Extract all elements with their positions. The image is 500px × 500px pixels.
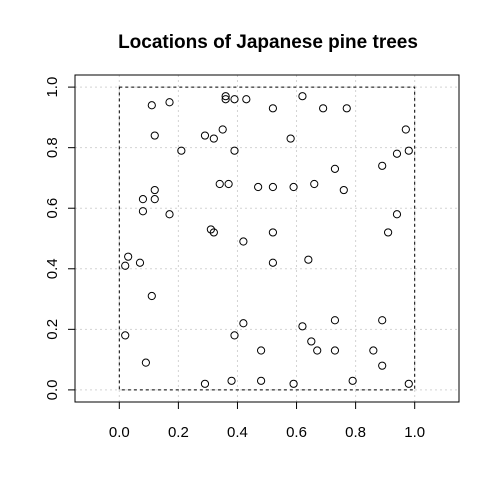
x-tick-label-3: 0.6 bbox=[286, 424, 307, 441]
y-tick-label-4: 0.8 bbox=[44, 137, 61, 158]
data-point-62 bbox=[298, 92, 307, 101]
observation-window bbox=[118, 86, 416, 391]
data-point-0 bbox=[141, 358, 150, 367]
data-point-2 bbox=[227, 376, 236, 385]
data-point-25 bbox=[150, 195, 159, 204]
data-point-48 bbox=[150, 131, 159, 140]
data-point-1 bbox=[200, 379, 210, 388]
data-point-61 bbox=[268, 104, 278, 113]
data-point-44 bbox=[378, 161, 387, 170]
data-point-63 bbox=[319, 104, 328, 113]
data-point-35 bbox=[392, 210, 402, 219]
data-point-41 bbox=[310, 179, 319, 189]
data-point-37 bbox=[224, 179, 233, 189]
data-point-14 bbox=[369, 346, 378, 355]
data-point-34 bbox=[384, 228, 393, 237]
data-point-9 bbox=[307, 337, 316, 346]
x-tick-label-4: 0.8 bbox=[345, 424, 366, 441]
data-point-28 bbox=[206, 225, 215, 234]
data-point-59 bbox=[230, 95, 239, 104]
data-point-53 bbox=[230, 146, 239, 155]
data-point-18 bbox=[121, 331, 130, 340]
data-point-23 bbox=[138, 207, 148, 216]
data-point-60 bbox=[242, 95, 251, 104]
x-tick-label-2: 0.4 bbox=[227, 424, 248, 441]
y-tick-label-3: 0.6 bbox=[44, 198, 61, 219]
data-point-12 bbox=[330, 316, 340, 325]
data-point-33 bbox=[304, 255, 313, 264]
data-point-13 bbox=[348, 376, 357, 385]
data-point-54 bbox=[286, 134, 295, 143]
y-tick-label-1: 0.2 bbox=[44, 319, 61, 340]
data-point-30 bbox=[239, 237, 248, 246]
x-tick-label-1: 0.2 bbox=[168, 424, 189, 441]
data-points bbox=[121, 92, 413, 388]
data-point-32 bbox=[268, 258, 278, 267]
y-tick-label-2: 0.4 bbox=[44, 258, 61, 279]
data-point-21 bbox=[124, 252, 133, 261]
data-point-52 bbox=[218, 125, 227, 134]
data-point-8 bbox=[298, 322, 307, 331]
data-point-43 bbox=[339, 185, 348, 195]
data-point-17 bbox=[404, 379, 413, 388]
x-tick-label-5: 1.0 bbox=[404, 424, 425, 441]
x-tick-label-0: 0.0 bbox=[109, 424, 130, 441]
data-point-7 bbox=[289, 379, 298, 388]
chart-title: Locations of Japanese pine trees bbox=[118, 32, 418, 53]
data-point-16 bbox=[378, 316, 387, 325]
data-point-11 bbox=[330, 346, 340, 355]
data-point-10 bbox=[313, 346, 322, 355]
y-tick-label-0: 0.0 bbox=[44, 379, 61, 400]
data-point-64 bbox=[342, 104, 351, 113]
data-point-42 bbox=[330, 164, 340, 173]
data-point-50 bbox=[200, 131, 210, 140]
data-point-29 bbox=[209, 228, 218, 237]
data-point-6 bbox=[256, 346, 266, 355]
plot-frame bbox=[74, 74, 460, 403]
data-point-31 bbox=[268, 228, 278, 237]
data-point-38 bbox=[254, 182, 263, 192]
data-point-22 bbox=[135, 258, 145, 267]
data-point-51 bbox=[209, 134, 218, 143]
data-point-40 bbox=[289, 182, 298, 192]
data-point-39 bbox=[268, 182, 278, 192]
data-point-27 bbox=[165, 210, 174, 219]
data-point-56 bbox=[165, 98, 174, 107]
data-point-20 bbox=[121, 261, 130, 270]
data-point-46 bbox=[404, 146, 413, 155]
data-point-19 bbox=[147, 291, 156, 301]
data-point-26 bbox=[150, 185, 159, 195]
data-point-5 bbox=[256, 376, 266, 385]
data-point-49 bbox=[177, 146, 186, 155]
y-axis: 0.0 0.2 0.4 0.6 0.8 1.0 bbox=[44, 77, 75, 400]
data-point-47 bbox=[401, 125, 410, 134]
data-point-45 bbox=[392, 149, 402, 158]
data-point-55 bbox=[147, 101, 156, 110]
data-point-58 bbox=[221, 92, 230, 101]
data-point-3 bbox=[230, 331, 239, 340]
data-point-4 bbox=[239, 319, 248, 328]
data-point-15 bbox=[378, 361, 387, 370]
data-point-57 bbox=[221, 95, 230, 104]
data-point-36 bbox=[215, 179, 224, 189]
y-tick-label-5: 1.0 bbox=[44, 77, 61, 98]
x-axis: 0.0 0.2 0.4 0.6 0.8 1.0 bbox=[109, 402, 425, 441]
data-point-24 bbox=[138, 195, 148, 204]
